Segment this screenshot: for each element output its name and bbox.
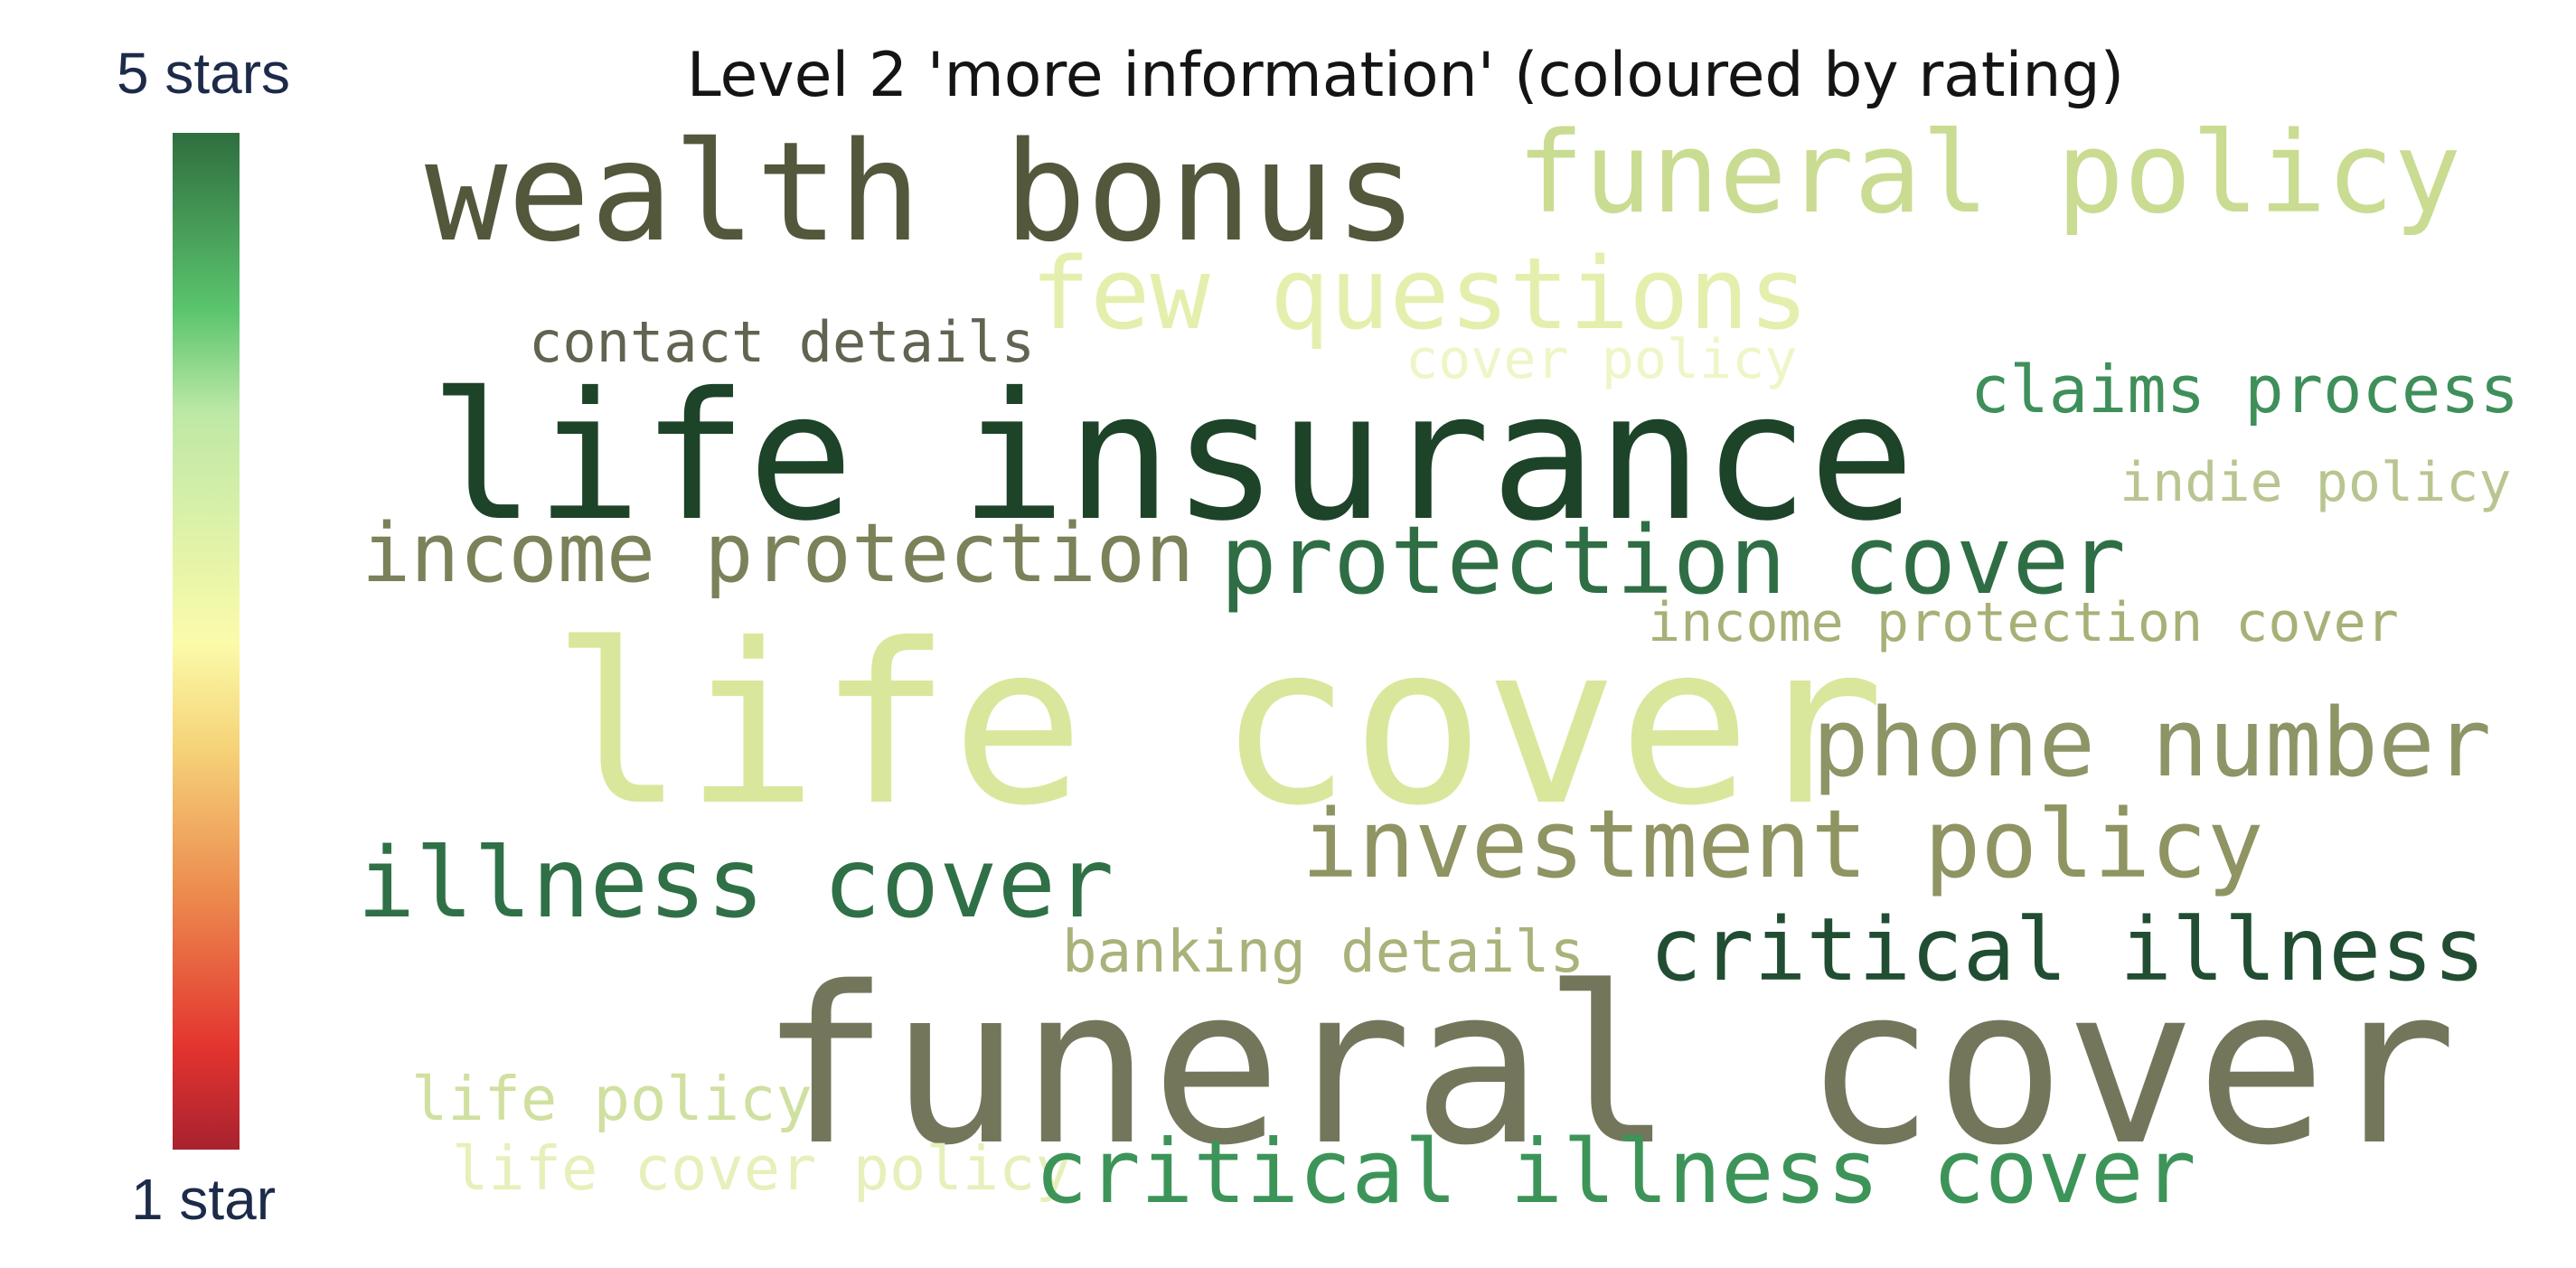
word-life-cover-policy: life cover policy <box>452 1133 1072 1204</box>
word-indie-policy: indie policy <box>2120 451 2512 514</box>
word-critical-illness-cover: critical illness cover <box>1035 1121 2196 1223</box>
word-critical-illness: critical illness <box>1650 899 2486 1000</box>
word-contact-details: contact details <box>529 309 1035 375</box>
word-phone-number: phone number <box>1812 688 2492 798</box>
word-banking-details: banking details <box>1062 919 1584 986</box>
chart-title: Level 2 'more information' (coloured by … <box>686 40 2125 111</box>
colorbar-top-label: 5 stars <box>116 41 291 106</box>
word-few-questions: few questions <box>1030 236 1809 352</box>
word-income-protection: income protection <box>362 506 1195 601</box>
word-income-protection-cover: income protection cover <box>1648 591 2399 654</box>
word-protection-cover: protection cover <box>1220 505 2126 615</box>
word-life-insurance: life insurance <box>429 354 1915 559</box>
word-illness-cover: illness cover <box>357 828 1114 940</box>
word-life-policy: life policy <box>411 1064 813 1134</box>
word-wealth-bonus: wealth bonus <box>425 112 1418 272</box>
word-funeral-cover: funeral cover <box>759 940 2458 1193</box>
word-investment-policy: investment policy <box>1302 789 2264 899</box>
colorbar-bottom-label: 1 star <box>130 1167 277 1232</box>
word-cover-policy: cover policy <box>1406 328 1798 391</box>
word-funeral-policy: funeral policy <box>1517 108 2462 239</box>
word-life-cover: life cover <box>551 596 1885 854</box>
word-claims-process: claims process <box>1970 352 2519 427</box>
colorbar <box>173 133 240 1150</box>
